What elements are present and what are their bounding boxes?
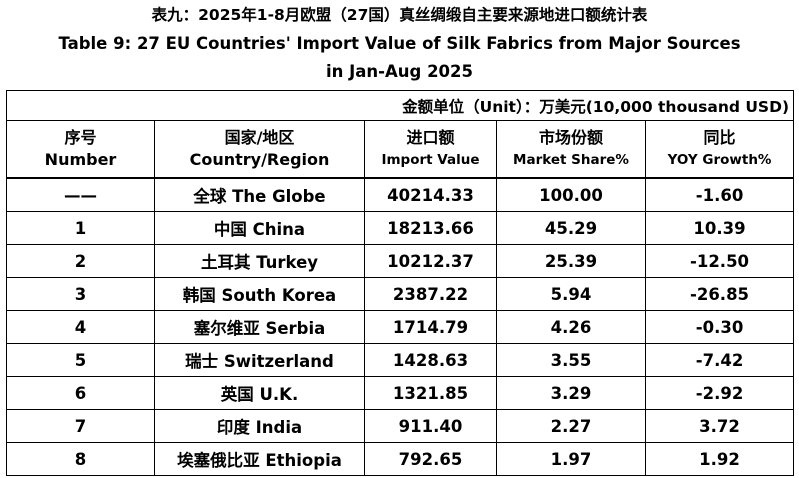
- title-english-line-1: Table 9: 27 EU Countries' Import Value o…: [58, 34, 741, 53]
- cell-yoy-growth: -0.30: [644, 310, 795, 344]
- cell-import-value: 18213.66: [364, 211, 497, 245]
- import-value-table: 金额单位（Unit）：万美元(10,000 thousand USD) 序号 N…: [5, 90, 795, 476]
- cell-import-value: 10212.37: [364, 244, 497, 278]
- table-row: 6 英国 U.K. 1321.85 3.29 -2.92: [6, 376, 795, 410]
- cell-market-share: 3.29: [496, 376, 646, 410]
- cell-number: 8: [6, 442, 155, 476]
- cell-import-value: 792.65: [364, 442, 497, 476]
- cell-number: 5: [6, 343, 155, 377]
- table-row: 4 塞尔维亚 Serbia 1714.79 4.26 -0.30: [6, 310, 795, 344]
- table-row: —— 全球 The Globe 40214.33 100.00 -1.60: [6, 177, 795, 212]
- cell-market-share: 100.00: [496, 177, 646, 212]
- cell-yoy-growth: -7.42: [644, 343, 795, 377]
- cell-yoy-growth: 1.92: [644, 442, 795, 476]
- header-number-en: Number: [44, 150, 117, 169]
- header-import-value: 进口额 Import Value: [364, 120, 497, 179]
- cell-number: 3: [6, 277, 155, 311]
- cell-market-share: 5.94: [496, 277, 646, 311]
- cell-number: 7: [6, 409, 155, 443]
- cell-country: 瑞士 Switzerland: [154, 343, 365, 377]
- cell-number: 1: [6, 211, 155, 245]
- cell-import-value: 40214.33: [364, 177, 497, 212]
- table-row: 2 土耳其 Turkey 10212.37 25.39 -12.50: [6, 244, 795, 278]
- cell-number: 2: [6, 244, 155, 278]
- header-yoy-growth: 同比 YOY Growth%: [644, 120, 795, 179]
- unit-row: 金额单位（Unit）：万美元(10,000 thousand USD): [5, 90, 795, 121]
- cell-country: 塞尔维亚 Serbia: [154, 310, 365, 344]
- cell-market-share: 3.55: [496, 343, 646, 377]
- table-row: 3 韩国 South Korea 2387.22 5.94 -26.85: [6, 277, 795, 311]
- cell-yoy-growth: 3.72: [644, 409, 795, 443]
- header-import-value-en: Import Value: [381, 152, 480, 168]
- cell-import-value: 1428.63: [364, 343, 497, 377]
- cell-market-share: 45.29: [496, 211, 646, 245]
- table-row: 5 瑞士 Switzerland 1428.63 3.55 -7.42: [6, 343, 795, 377]
- cell-import-value: 1321.85: [364, 376, 497, 410]
- title-english-line-2: in Jan-Aug 2025: [325, 62, 473, 81]
- header-market-share: 市场份额 Market Share%: [496, 120, 646, 179]
- cell-number: 6: [6, 376, 155, 410]
- header-yoy-growth-en: YOY Growth%: [667, 152, 772, 168]
- cell-country: 埃塞俄比亚 Ethiopia: [154, 442, 365, 476]
- cell-import-value: 911.40: [364, 409, 497, 443]
- cell-number: ——: [6, 177, 155, 212]
- cell-country: 土耳其 Turkey: [154, 244, 365, 278]
- table-row: 7 印度 India 911.40 2.27 3.72: [6, 409, 795, 443]
- header-market-share-en: Market Share%: [513, 152, 629, 168]
- cell-country: 印度 India: [154, 409, 365, 443]
- header-country-cn: 国家/地区: [224, 128, 295, 147]
- header-country: 国家/地区 Country/Region: [154, 120, 365, 179]
- cell-market-share: 1.97: [496, 442, 646, 476]
- cell-country: 中国 China: [154, 211, 365, 245]
- unit-label: 金额单位（Unit）：万美元(10,000 thousand USD): [5, 90, 795, 121]
- cell-yoy-growth: -26.85: [644, 277, 795, 311]
- cell-import-value: 1714.79: [364, 310, 497, 344]
- cell-yoy-growth: 10.39: [644, 211, 795, 245]
- table-row: 1 中国 China 18213.66 45.29 10.39: [6, 211, 795, 245]
- header-country-en: Country/Region: [189, 150, 330, 169]
- header-number: 序号 Number: [6, 120, 155, 179]
- cell-country: 全球 The Globe: [154, 177, 365, 212]
- header-number-cn: 序号: [64, 128, 97, 147]
- header-import-value-cn: 进口额: [406, 128, 455, 147]
- cell-country: 英国 U.K.: [154, 376, 365, 410]
- cell-market-share: 4.26: [496, 310, 646, 344]
- table-row: 8 埃塞俄比亚 Ethiopia 792.65 1.97 1.92: [6, 442, 795, 476]
- header-row: 序号 Number 国家/地区 Country/Region 进口额 Impor…: [6, 120, 795, 179]
- cell-yoy-growth: -12.50: [644, 244, 795, 278]
- cell-import-value: 2387.22: [364, 277, 497, 311]
- cell-yoy-growth: -2.92: [644, 376, 795, 410]
- cell-market-share: 2.27: [496, 409, 646, 443]
- cell-yoy-growth: -1.60: [644, 177, 795, 212]
- header-market-share-cn: 市场份额: [538, 128, 603, 147]
- header-yoy-growth-cn: 同比: [703, 128, 736, 147]
- title-chinese: 表九：2025年1-8月欧盟（27国）真丝绸缎自主要来源地进口额统计表: [151, 6, 648, 24]
- cell-number: 4: [6, 310, 155, 344]
- cell-market-share: 25.39: [496, 244, 646, 278]
- cell-country: 韩国 South Korea: [154, 277, 365, 311]
